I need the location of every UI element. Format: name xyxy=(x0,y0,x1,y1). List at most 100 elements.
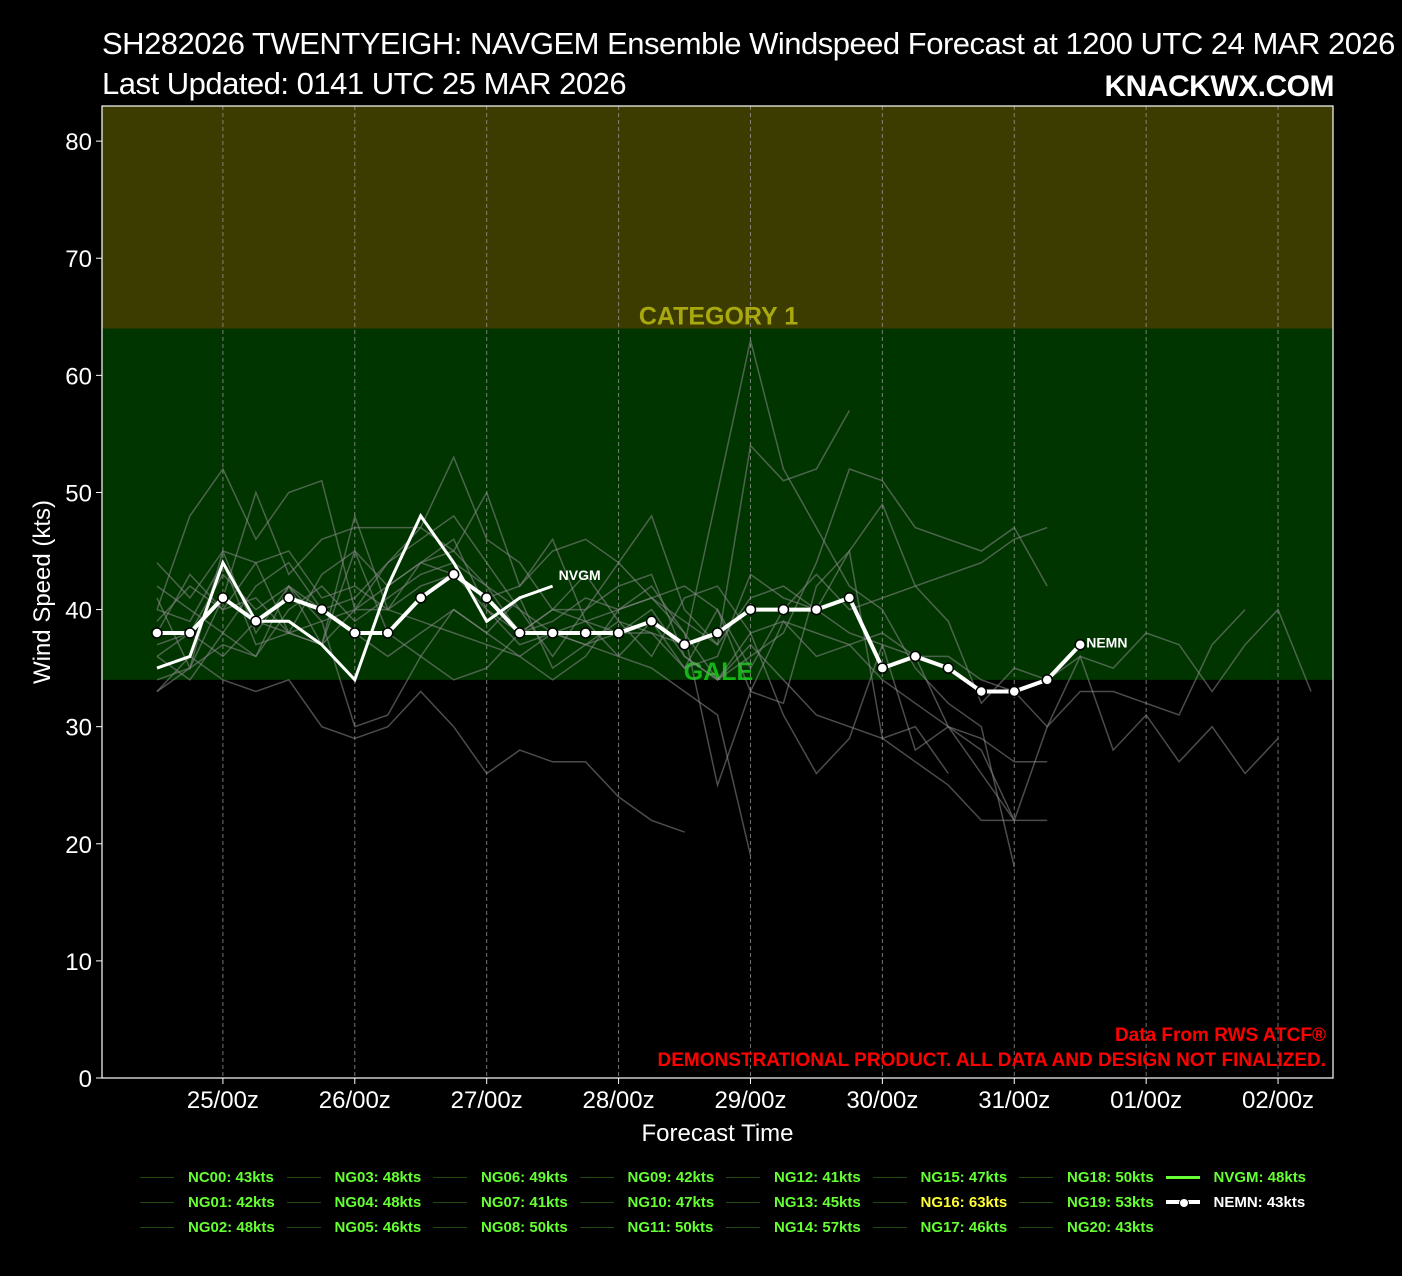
nemn-label: NEMN xyxy=(1086,635,1127,651)
legend-item: NG11: 50kts xyxy=(579,1216,713,1238)
legend-item: NG14: 57kts xyxy=(726,1216,861,1238)
legend-item: NC00: 43kts xyxy=(140,1166,274,1188)
legend-swatch xyxy=(1019,1201,1053,1203)
legend-label: NG14: 57kts xyxy=(774,1218,861,1236)
legend-label: NG18: 50kts xyxy=(1067,1168,1154,1186)
nemn-point xyxy=(645,615,658,628)
legend-label: NEMN: 43kts xyxy=(1213,1193,1306,1211)
legend-label: NG03: 48kts xyxy=(334,1168,422,1186)
data-source-note: Data From RWS ATCF® xyxy=(1115,1025,1326,1046)
legend-label: NG17: 46kts xyxy=(920,1218,1008,1236)
nemn-point xyxy=(217,592,229,604)
legend-swatch xyxy=(1165,1198,1200,1208)
member-line xyxy=(156,655,685,833)
x-tick-label: 01/00z xyxy=(1110,1087,1182,1114)
legend-item: NVGM: 48kts xyxy=(1165,1166,1307,1188)
legend-swatch xyxy=(872,1226,907,1228)
legend-swatch xyxy=(286,1201,321,1203)
legend-label: NG09: 42kts xyxy=(627,1168,715,1186)
legend-item: NG07: 41kts xyxy=(433,1191,568,1213)
legend-swatch xyxy=(140,1201,174,1203)
nemn-point xyxy=(777,603,790,616)
legend-swatch xyxy=(1165,1175,1200,1179)
nemn-point xyxy=(447,568,460,581)
nemn-point xyxy=(1074,638,1086,651)
member-line xyxy=(156,410,851,658)
nemn-point xyxy=(810,603,823,616)
nemn-point xyxy=(942,662,955,674)
legend-swatch xyxy=(140,1176,174,1178)
member-line xyxy=(156,468,1048,693)
legend-item: NG01: 42kts xyxy=(140,1191,275,1213)
legend-swatch xyxy=(433,1226,467,1228)
legend-item: NG16: 63kts xyxy=(872,1191,1007,1213)
y-tick-label: 0 xyxy=(79,1066,92,1093)
legend-swatch xyxy=(140,1226,174,1228)
x-tick-label: 27/00z xyxy=(451,1087,523,1114)
nemn-point xyxy=(546,627,559,639)
nemn-point xyxy=(513,627,526,639)
nemn-point xyxy=(1008,685,1021,698)
nemn-point xyxy=(283,592,295,604)
legend-swatch xyxy=(872,1176,907,1178)
x-tick-label: 25/00z xyxy=(187,1087,259,1114)
legend-swatch xyxy=(286,1176,321,1178)
nemn-point xyxy=(1041,674,1053,686)
legend-swatch xyxy=(1019,1226,1053,1228)
legend-item: NG19: 53kts xyxy=(1019,1191,1154,1213)
legend-label: NG12: 41kts xyxy=(774,1168,861,1186)
y-tick-label: 80 xyxy=(65,129,92,156)
legend-item: NG17: 46kts xyxy=(872,1216,1008,1238)
legend-item: NG20: 43kts xyxy=(1019,1216,1154,1238)
legend-label: NVGM: 48kts xyxy=(1213,1168,1307,1186)
legend-swatch xyxy=(579,1176,614,1178)
y-tick-label: 10 xyxy=(65,949,92,976)
legend-swatch xyxy=(1019,1176,1053,1178)
legend-label: NG04: 48kts xyxy=(334,1193,422,1211)
x-tick-label: 02/00z xyxy=(1242,1087,1314,1114)
legend-label: NG08: 50kts xyxy=(481,1218,568,1236)
legend-swatch xyxy=(433,1201,467,1203)
demo-disclaimer: DEMONSTRATIONAL PRODUCT. ALL DATA AND DE… xyxy=(658,1050,1327,1071)
nemn-point xyxy=(382,627,394,639)
last-updated: Last Updated: 0141 UTC 25 MAR 2026 xyxy=(102,66,627,101)
legend-item: NG02: 48kts xyxy=(140,1216,275,1238)
legend-marker xyxy=(1178,1198,1189,1208)
legend-item: NG04: 48kts xyxy=(286,1191,422,1213)
legend-label: NG20: 43kts xyxy=(1067,1218,1154,1236)
nemn-point xyxy=(909,650,922,663)
legend-label: NG15: 47kts xyxy=(920,1168,1008,1186)
nvgm-line xyxy=(156,512,554,683)
nvgm-label: NVGM xyxy=(559,567,601,583)
legend-item: NG08: 50kts xyxy=(433,1216,568,1238)
legend-label: NG05: 46kts xyxy=(334,1218,422,1236)
chart-title: SH282026 TWENTYEIGH: NAVGEM Ensemble Win… xyxy=(102,26,1395,61)
x-tick-label: 31/00z xyxy=(978,1087,1050,1114)
legend-swatch xyxy=(433,1176,467,1178)
legend-swatch xyxy=(579,1226,614,1228)
x-tick-label: 29/00z xyxy=(714,1087,786,1114)
nemn-point xyxy=(876,662,889,674)
legend-item: NG03: 48kts xyxy=(286,1166,422,1188)
legend-swatch xyxy=(579,1201,614,1203)
plot-frame xyxy=(101,105,1334,1079)
legend-label: NG13: 45kts xyxy=(774,1193,861,1211)
x-tick-label: 30/00z xyxy=(846,1087,918,1114)
legend-label: NG10: 47kts xyxy=(627,1193,715,1211)
y-tick-label: 50 xyxy=(65,480,92,507)
nemn-point xyxy=(316,603,328,616)
nemn-point xyxy=(579,627,592,639)
windspeed-chart: CATEGORY 1GALENVGMNEMN010203040506070802… xyxy=(29,105,1334,1147)
nemn-point xyxy=(250,615,262,628)
legend-item: NG05: 46kts xyxy=(286,1216,422,1238)
nemn-point xyxy=(184,627,196,639)
y-tick-label: 40 xyxy=(65,598,92,625)
x-tick-label: 26/00z xyxy=(319,1087,391,1114)
nemn-point xyxy=(151,627,163,639)
band-category-1 xyxy=(102,106,1333,329)
member-line xyxy=(156,538,752,856)
legend-item: NG06: 49kts xyxy=(433,1166,568,1188)
y-tick-label: 20 xyxy=(65,832,92,859)
nemn-point xyxy=(349,627,361,639)
legend-label: NG02: 48kts xyxy=(188,1218,275,1236)
